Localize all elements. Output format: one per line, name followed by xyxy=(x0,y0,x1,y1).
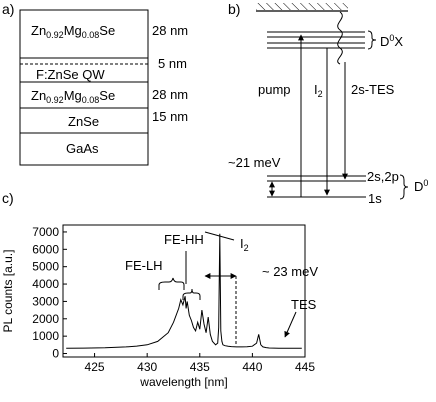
y-tick-label-7: 7000 xyxy=(32,225,59,239)
annotation-i2: I2 xyxy=(240,236,249,253)
annotation-fe-hh: FE-HH xyxy=(164,232,204,247)
layer-4-name: ZnSe xyxy=(68,114,99,129)
pump-label: pump xyxy=(258,82,291,97)
x-tick-label-1: 430 xyxy=(137,360,157,374)
panel-c: c) 425 430 435 440 445 0 1000 2000 3000 4000 5000… xyxy=(1,190,318,389)
annotation-fe-lh: FE-LH xyxy=(125,258,163,273)
x-tick-label-2: 435 xyxy=(190,360,210,374)
x-tick-label-4: 445 xyxy=(295,360,315,374)
energy-label: ~21 meV xyxy=(228,155,281,170)
layer-2-name: F:ZnSe QW xyxy=(36,67,105,82)
tes-arrow xyxy=(284,311,297,338)
plot-frame xyxy=(62,224,306,358)
y-tick-label-1: 1000 xyxy=(32,329,59,343)
panel-a: a) Zn0.92Mg0.08Se 28 nm F:ZnSe QW 5 nm Z… xyxy=(2,1,188,166)
panel-b: b) D0X pump I2 2s-TES ~21 meV 2s,2p 1s xyxy=(228,1,428,206)
d0x-label: D0X xyxy=(380,33,403,49)
annotation-23mev: ~ 23 meV xyxy=(262,264,318,279)
d0-label: D0 xyxy=(414,178,428,194)
y-tick-label-6: 6000 xyxy=(32,242,59,256)
layer-stack xyxy=(19,9,149,166)
level-1s-label: 1s xyxy=(368,191,382,206)
annotation-tes: TES xyxy=(291,297,317,312)
series-line xyxy=(66,233,302,349)
wavy-relaxation xyxy=(337,11,343,65)
panel-a-label: a) xyxy=(2,1,14,17)
layer-3-name: Zn0.92Mg0.08Se xyxy=(31,88,115,105)
x-axis-label: wavelength [nm] xyxy=(139,375,227,389)
x-tick-label-3: 440 xyxy=(242,360,262,374)
fe-lh-bracket xyxy=(158,277,185,290)
level-2s2p-label: 2s,2p xyxy=(367,169,399,184)
y-tick-label-5: 5000 xyxy=(32,260,59,274)
layer-2-thickness: 5 nm xyxy=(158,56,187,71)
pl-spectrum-chart: 425 430 435 440 445 0 1000 2000 3000 4000 5000 600… xyxy=(1,224,315,389)
layer-5-name: GaAs xyxy=(66,141,99,156)
y-tick-label-0: 0 xyxy=(52,347,59,361)
layer-1-name: Zn0.92Mg0.08Se xyxy=(31,23,115,40)
x-tick-label-0: 425 xyxy=(85,360,105,374)
layer-1-thickness: 28 nm xyxy=(152,23,188,38)
y-tick-label-4: 4000 xyxy=(32,277,59,291)
y-tick-label-3: 3000 xyxy=(32,294,59,308)
layer-4-thickness: 15 nm xyxy=(152,109,188,124)
y-axis-label: PL counts [a.u.] xyxy=(1,250,15,333)
fe-hh-bracket xyxy=(182,288,201,300)
layer-3-thickness: 28 nm xyxy=(152,87,188,102)
i2-label: I2 xyxy=(314,82,323,99)
x-axis-ticks: 425 430 435 440 445 xyxy=(85,353,315,374)
hatch-ground xyxy=(256,3,348,11)
panel-b-label: b) xyxy=(228,1,240,17)
y-tick-label-2: 2000 xyxy=(32,312,59,326)
panel-c-label: c) xyxy=(2,190,14,206)
y-axis-ticks: 0 1000 2000 3000 4000 5000 6000 7000 xyxy=(32,225,67,361)
tes-label: 2s-TES xyxy=(351,82,395,97)
i2-leader xyxy=(204,231,235,241)
